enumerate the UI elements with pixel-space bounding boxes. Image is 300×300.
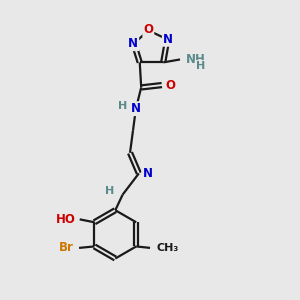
Text: HO: HO [56, 213, 75, 226]
Text: H: H [105, 186, 114, 196]
Text: N: N [163, 33, 173, 46]
Text: H: H [118, 101, 128, 111]
Text: Br: Br [59, 242, 74, 254]
Text: N: N [142, 167, 152, 180]
Text: O: O [165, 79, 176, 92]
Text: NH: NH [186, 53, 206, 66]
Text: N: N [131, 102, 141, 115]
Text: O: O [143, 23, 153, 36]
Text: CH₃: CH₃ [157, 243, 179, 253]
Text: H: H [196, 61, 205, 71]
Text: N: N [128, 37, 138, 50]
